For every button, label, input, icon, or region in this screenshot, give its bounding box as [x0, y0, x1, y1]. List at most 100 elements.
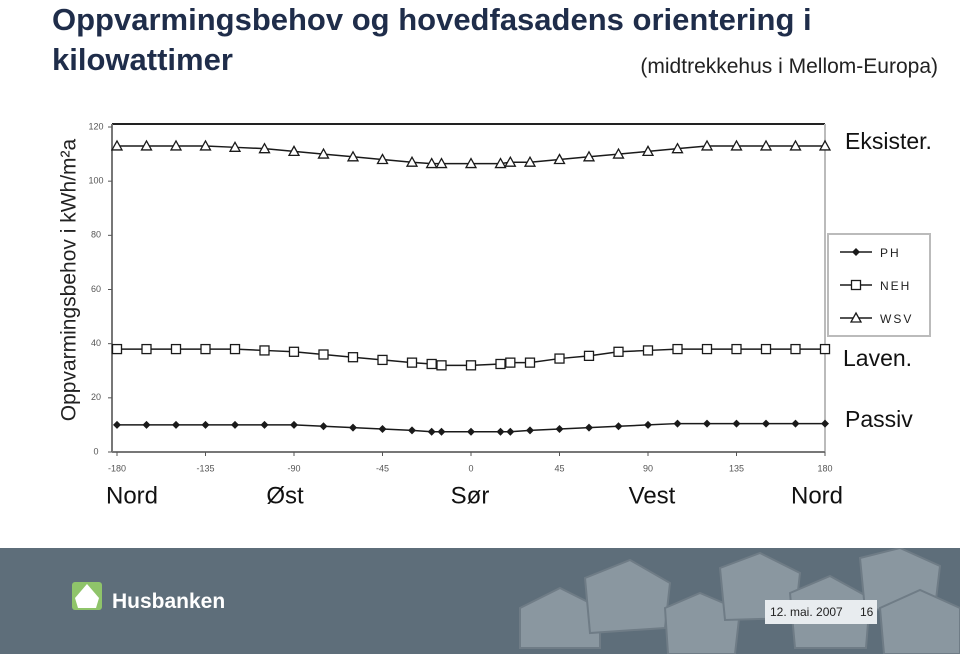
marker [523, 155, 537, 167]
legend-marker [850, 279, 862, 291]
chart: Oppvarmingsbehov i kWh/m²a 0 20 40 60 80 100 1… [58, 121, 932, 509]
marker [405, 155, 419, 167]
marker [494, 157, 507, 169]
x-tick-label: 45 [554, 463, 564, 473]
marker [526, 426, 534, 435]
marker [672, 343, 683, 355]
x-tick-label: -135 [196, 463, 214, 473]
marker [583, 350, 595, 362]
marker [426, 358, 437, 370]
marker [818, 139, 832, 151]
marker [349, 423, 357, 432]
marker [427, 427, 436, 436]
marker [229, 343, 241, 355]
marker [260, 420, 269, 429]
marker [791, 419, 800, 428]
marker [228, 140, 242, 152]
marker [703, 419, 711, 428]
legend-label: WSV [880, 312, 913, 326]
footer-decoration [72, 546, 960, 655]
marker [142, 420, 151, 429]
marker [819, 343, 831, 355]
x-tick-label: -45 [376, 463, 389, 473]
marker [346, 150, 360, 162]
legend-box [827, 233, 931, 337]
x-tick-label: 180 [817, 463, 832, 473]
marker [505, 357, 516, 368]
marker [378, 424, 387, 433]
direction-label: Nord [106, 482, 158, 509]
marker [170, 343, 182, 355]
marker [376, 153, 389, 165]
marker [169, 139, 183, 151]
marker [790, 343, 801, 355]
marker [641, 145, 655, 157]
marker [496, 427, 505, 436]
legend-marker [852, 248, 860, 256]
y-tick-label: 20 [91, 392, 101, 402]
marker [288, 346, 300, 357]
direction-label: Nord [791, 482, 843, 509]
title: Oppvarmingsbehov og hovedfasadens orient… [52, 2, 812, 77]
legend-label: NEH [880, 279, 911, 293]
marker [406, 357, 418, 368]
marker [642, 345, 654, 356]
marker [732, 419, 741, 428]
marker [673, 419, 682, 428]
marker [290, 420, 298, 429]
marker [555, 424, 564, 433]
marker [347, 352, 359, 363]
subtitle: (midtrekkehus i Mellom-Europa) [640, 55, 938, 78]
marker [730, 139, 743, 151]
legend-marker [849, 311, 863, 323]
marker [317, 147, 330, 159]
marker [436, 360, 447, 371]
marker [201, 420, 210, 429]
marker [319, 422, 328, 431]
marker [259, 345, 270, 356]
direction-label: Vest [629, 482, 676, 509]
annotation: Eksister. [845, 128, 932, 154]
legend-label: PH [880, 246, 901, 260]
marker [644, 420, 652, 429]
marker [762, 419, 770, 428]
marker [506, 427, 515, 436]
annotation: Passiv [845, 406, 913, 432]
annotation: Laven. [843, 345, 912, 371]
marker [554, 353, 565, 364]
page-number: 16 [860, 605, 874, 619]
y-tick-label: 0 [93, 446, 98, 456]
marker [318, 349, 329, 360]
marker [464, 157, 478, 169]
y-tick-label: 80 [91, 230, 101, 240]
x-tick-label: 135 [729, 463, 744, 473]
marker [614, 422, 623, 431]
marker [760, 343, 772, 355]
marker [435, 157, 448, 169]
marker [821, 419, 829, 428]
marker [495, 358, 506, 370]
marker [612, 147, 625, 159]
marker [258, 142, 271, 154]
marker [199, 139, 212, 151]
y-tick-label: 40 [91, 338, 101, 348]
marker [789, 139, 802, 151]
direction-label: Sør [451, 482, 490, 509]
marker [465, 360, 477, 371]
date: 12. mai. 2007 [770, 605, 843, 619]
marker [700, 139, 714, 151]
marker [172, 420, 180, 429]
marker [113, 420, 121, 429]
marker [585, 423, 593, 432]
marker [504, 155, 517, 167]
marker [731, 343, 742, 355]
marker [524, 357, 536, 368]
y-axis-label: Oppvarmingsbehov i kWh/m²a [58, 138, 81, 421]
x-tick-label: 90 [643, 463, 653, 473]
marker [437, 427, 446, 436]
brand: Husbanken [112, 590, 226, 613]
y-tick-label: 120 [88, 121, 103, 131]
y-tick-label: 100 [88, 176, 103, 186]
x-tick-label: 0 [468, 463, 473, 473]
